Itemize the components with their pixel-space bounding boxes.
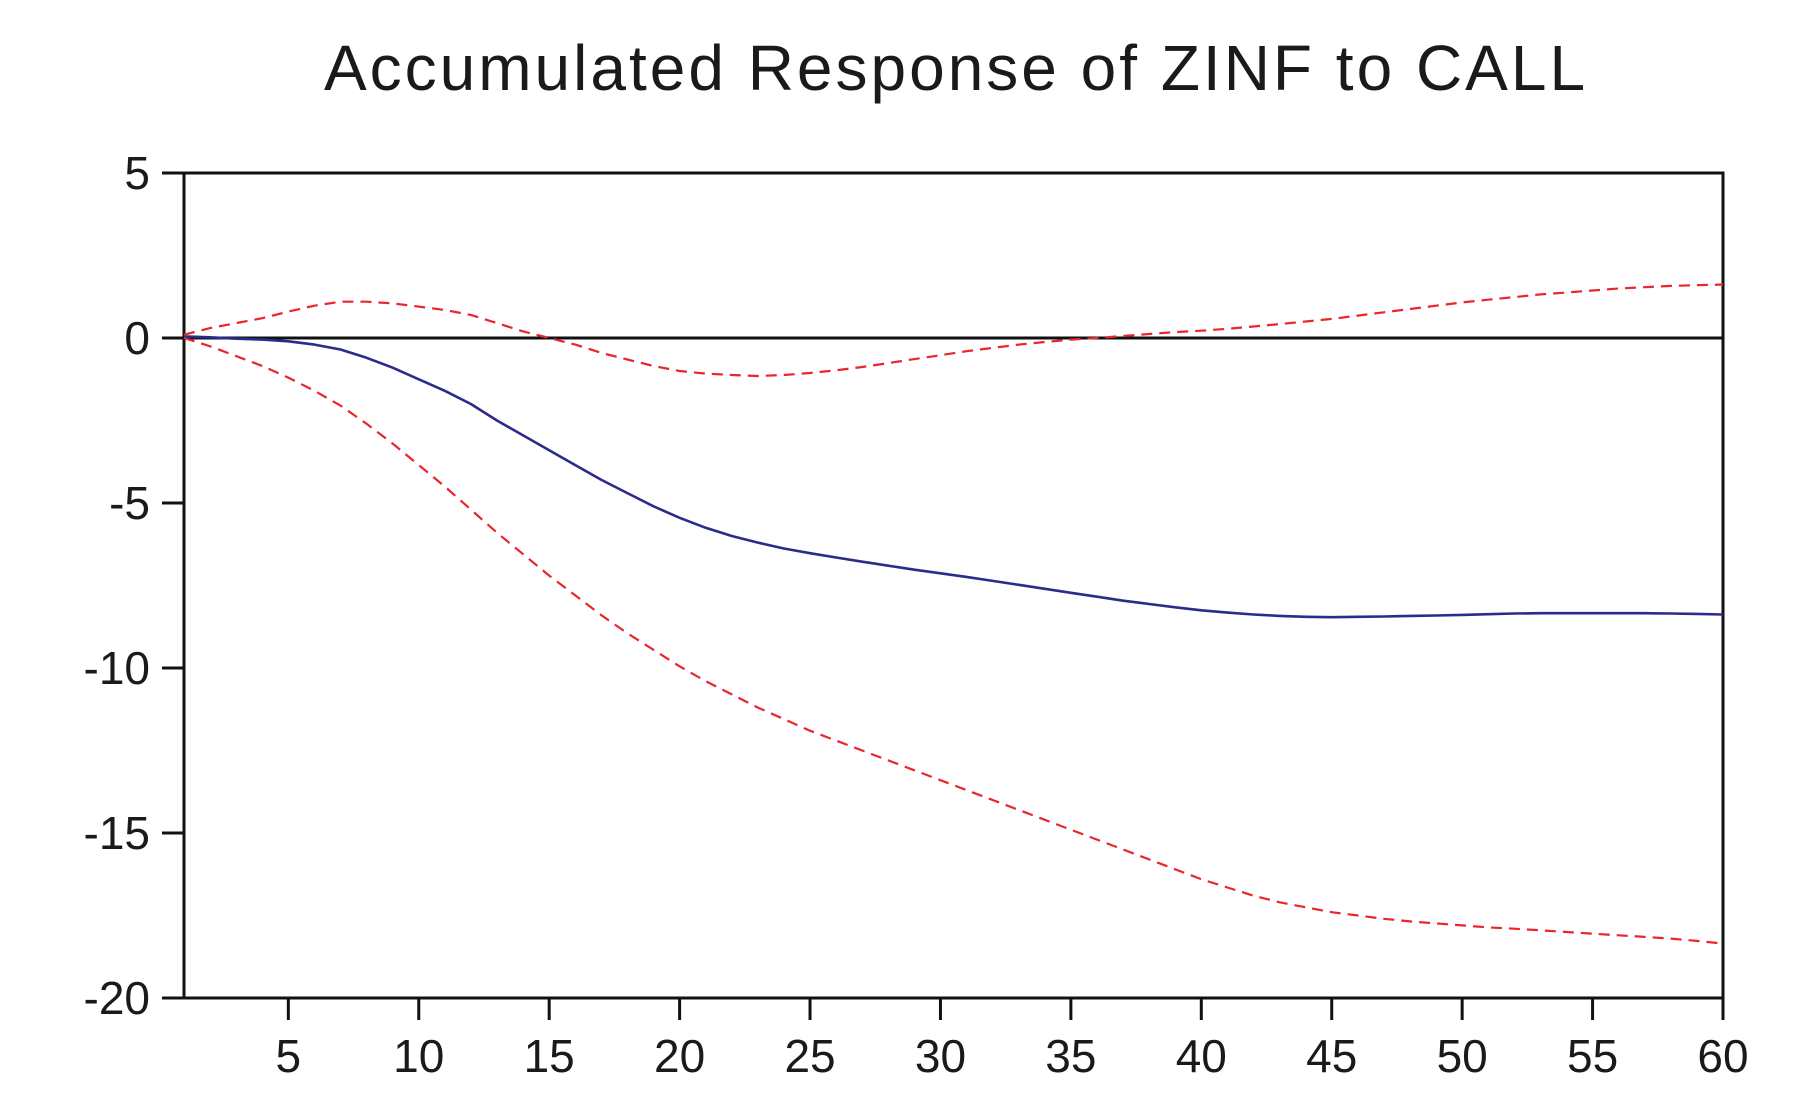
y-tick-label: 5 [124,147,150,199]
x-tick-label: 40 [1176,1030,1227,1082]
x-tick-label: 35 [1045,1030,1096,1082]
lower-band-line [183,336,1724,945]
y-tick-label: -15 [84,807,150,859]
upper-band-line [183,283,1724,378]
plot-frame [182,171,1725,1000]
x-tick-label: 50 [1437,1030,1488,1082]
x-tick-label: 25 [784,1030,835,1082]
x-tick-label: 60 [1697,1030,1748,1082]
response-line [183,335,1724,619]
x-tick-label: 30 [915,1030,966,1082]
x-tick-label: 10 [393,1030,444,1082]
x-tick-label: 15 [524,1030,575,1082]
y-tick-label: -20 [84,972,150,1024]
x-tick-label: 20 [654,1030,705,1082]
x-tick-label: 5 [276,1030,302,1082]
y-tick-label: -10 [84,642,150,694]
x-tick-label: 55 [1567,1030,1618,1082]
y-tick-label: -5 [109,477,150,529]
chart-title: Accumulated Response of ZINF to CALL [324,32,1588,104]
plot-area: 50-5-10-15-205 10 15 20 25 30 35 40 45 50 55 60 [84,147,1749,1082]
y-tick-label: 0 [124,312,150,364]
x-tick-label: 45 [1306,1030,1357,1082]
